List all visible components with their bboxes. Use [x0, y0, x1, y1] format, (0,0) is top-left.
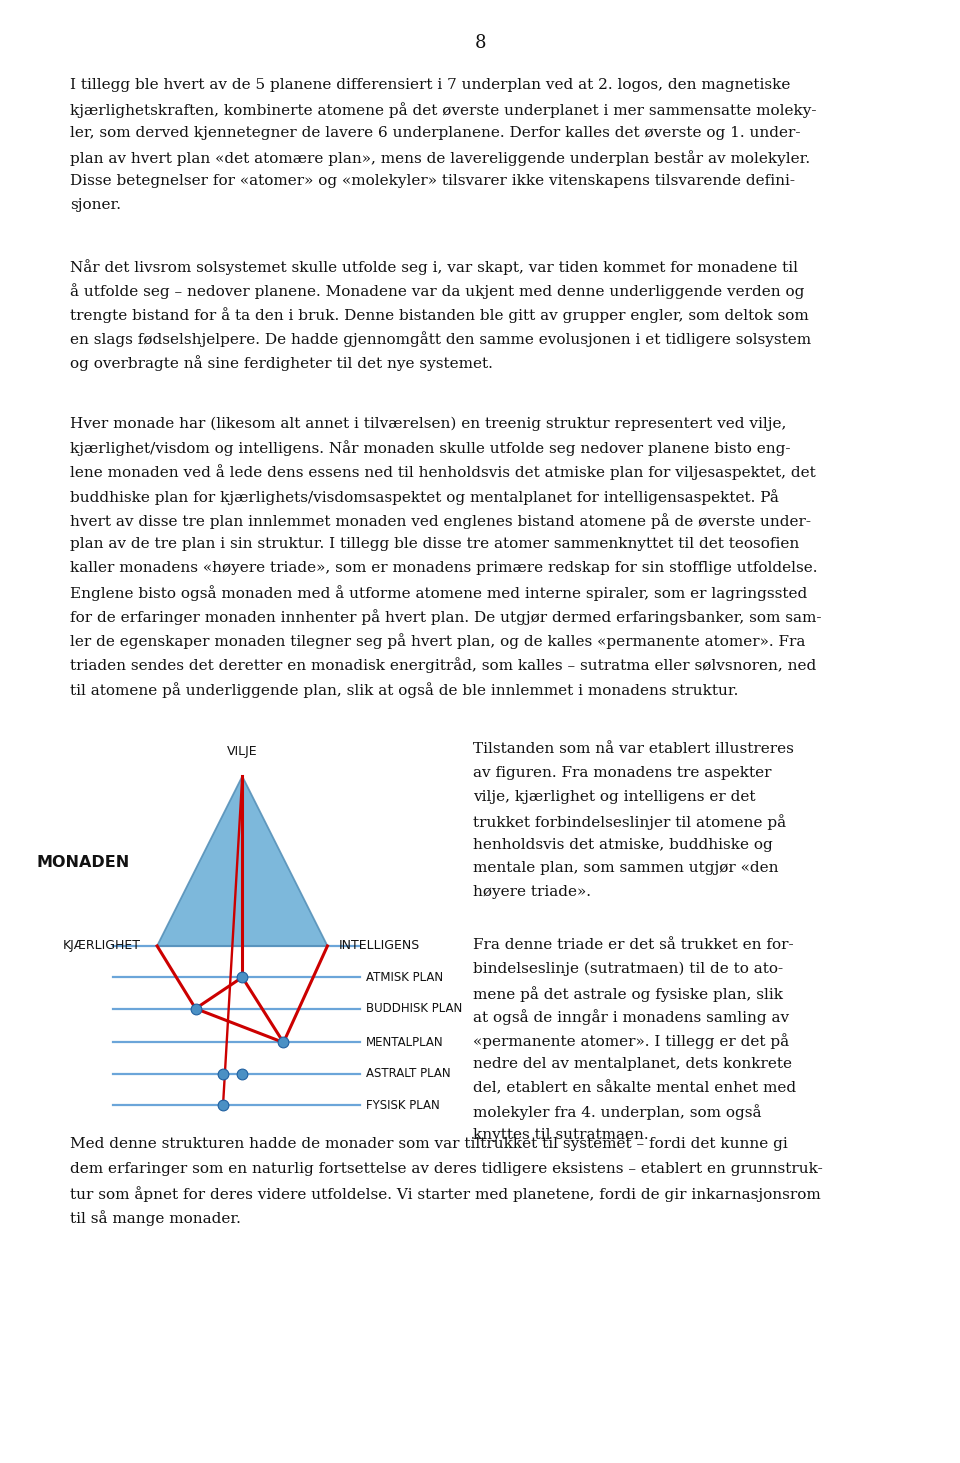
Text: VILJE: VILJE [227, 745, 257, 758]
Text: KJÆRLIGHET: KJÆRLIGHET [62, 939, 140, 952]
Text: buddhiske plan for kjærlighets/visdomsaspektet og mentalplanet for intelligensas: buddhiske plan for kjærlighets/visdomsas… [70, 489, 779, 505]
Text: å utfolde seg – nedover planene. Monadene var da ukjent med denne underliggende : å utfolde seg – nedover planene. Monaden… [70, 282, 804, 298]
Text: Tilstanden som nå var etablert illustreres: Tilstanden som nå var etablert illustrer… [473, 742, 794, 756]
Text: hvert av disse tre plan innlemmet monaden ved englenes bistand atomene på de øve: hvert av disse tre plan innlemmet monade… [70, 512, 811, 528]
Polygon shape [157, 777, 327, 947]
Text: FYSISK PLAN: FYSISK PLAN [366, 1099, 440, 1112]
Text: triaden sendes det deretter en monadisk energitråd, som kalles – sutratma eller : triaden sendes det deretter en monadisk … [70, 657, 816, 673]
Point [276, 1031, 291, 1055]
Text: nedre del av mentalplanet, dets konkrete: nedre del av mentalplanet, dets konkrete [473, 1058, 792, 1071]
Text: og overbragte nå sine ferdigheter til det nye systemet.: og overbragte nå sine ferdigheter til de… [70, 356, 492, 372]
Text: sjoner.: sjoner. [70, 198, 121, 212]
Text: tur som åpnet for deres videre utfoldelse. Vi starter med planetene, fordi de gi: tur som åpnet for deres videre utfoldels… [70, 1185, 821, 1201]
Text: Englene bisto også monaden med å utforme atomene med interne spiraler, som er la: Englene bisto også monaden med å utforme… [70, 585, 807, 601]
Point [215, 1093, 230, 1116]
Text: høyere triade».: høyere triade». [473, 885, 591, 900]
Point [234, 1062, 250, 1086]
Text: kaller monadens «høyere triade», som er monadens primære redskap for sin stoffli: kaller monadens «høyere triade», som er … [70, 560, 818, 575]
Text: plan av de tre plan i sin struktur. I tillegg ble disse tre atomer sammenknyttet: plan av de tre plan i sin struktur. I ti… [70, 537, 800, 552]
Text: for de erfaringer monaden innhenter på hvert plan. De utgjør dermed erfaringsban: for de erfaringer monaden innhenter på h… [70, 609, 822, 625]
Text: kjærlighet/visdom og intelligens. Når monaden skulle utfolde seg nedover planene: kjærlighet/visdom og intelligens. Når mo… [70, 440, 791, 456]
Text: MENTALPLAN: MENTALPLAN [366, 1036, 444, 1049]
Text: til så mange monader.: til så mange monader. [70, 1210, 241, 1226]
Text: mene på det astrale og fysiske plan, slik: mene på det astrale og fysiske plan, sli… [473, 986, 783, 1002]
Text: Med denne strukturen hadde de monader som var tiltrukket til systemet – fordi de: Med denne strukturen hadde de monader so… [70, 1137, 788, 1151]
Text: Hver monade har (likesom alt annet i tilværelsen) en treenig struktur represente: Hver monade har (likesom alt annet i til… [70, 415, 786, 430]
Text: molekyler fra 4. underplan, som også: molekyler fra 4. underplan, som også [473, 1105, 762, 1121]
Text: vilje, kjærlighet og intelligens er det: vilje, kjærlighet og intelligens er det [473, 790, 756, 805]
Text: plan av hvert plan «det atomære plan», mens de lavereliggende underplan består a: plan av hvert plan «det atomære plan», m… [70, 149, 810, 165]
Text: «permanente atomer». I tillegg er det på: «permanente atomer». I tillegg er det på [473, 1033, 789, 1049]
Text: Fra denne triade er det så trukket en for-: Fra denne triade er det så trukket en fo… [473, 938, 794, 952]
Text: ler de egenskaper monaden tilegner seg på hvert plan, og de kalles «permanente a: ler de egenskaper monaden tilegner seg p… [70, 633, 805, 650]
Text: dem erfaringer som en naturlig fortsettelse av deres tidligere eksistens – etabl: dem erfaringer som en naturlig fortsette… [70, 1162, 823, 1176]
Text: kjærlighetskraften, kombinerte atomene på det øverste underplanet i mer sammensa: kjærlighetskraften, kombinerte atomene p… [70, 101, 817, 117]
Text: MONADEN: MONADEN [36, 854, 130, 870]
Text: BUDDHISK PLAN: BUDDHISK PLAN [366, 1002, 462, 1015]
Text: henholdsvis det atmiske, buddhiske og: henholdsvis det atmiske, buddhiske og [473, 838, 773, 851]
Text: knyttes til sutratmaen.: knyttes til sutratmaen. [473, 1128, 649, 1143]
Text: at også de inngår i monadens samling av: at også de inngår i monadens samling av [473, 1009, 789, 1026]
Text: av figuren. Fra monadens tre aspekter: av figuren. Fra monadens tre aspekter [473, 767, 772, 780]
Text: en slags fødselshjelpere. De hadde gjennomgått den samme evolusjonen i et tidlig: en slags fødselshjelpere. De hadde gjenn… [70, 331, 811, 347]
Text: mentale plan, som sammen utgjør «den: mentale plan, som sammen utgjør «den [473, 862, 779, 875]
Text: til atomene på underliggende plan, slik at også de ble innlemmet i monadens stru: til atomene på underliggende plan, slik … [70, 682, 738, 698]
Text: I tillegg ble hvert av de 5 planene differensiert i 7 underplan ved at 2. logos,: I tillegg ble hvert av de 5 planene diff… [70, 78, 790, 92]
Text: bindelseslinje (sutratmaen) til de to ato-: bindelseslinje (sutratmaen) til de to at… [473, 963, 783, 976]
Text: trengte bistand for å ta den i bruk. Denne bistanden ble gitt av grupper engler,: trengte bistand for å ta den i bruk. Den… [70, 307, 809, 323]
Text: lene monaden ved å lede dens essens ned til henholdsvis det atmiske plan for vil: lene monaden ved å lede dens essens ned … [70, 464, 816, 480]
Point [234, 966, 250, 989]
Text: ler, som derved kjennetegner de lavere 6 underplanene. Derfor kalles det øverste: ler, som derved kjennetegner de lavere 6… [70, 126, 801, 140]
Point [215, 1062, 230, 1086]
Text: ASTRALT PLAN: ASTRALT PLAN [366, 1068, 450, 1080]
Point [188, 996, 204, 1020]
Text: INTELLIGENS: INTELLIGENS [339, 939, 420, 952]
Text: 8: 8 [474, 34, 486, 51]
Text: ATMISK PLAN: ATMISK PLAN [366, 971, 443, 983]
Text: trukket forbindelseslinjer til atomene på: trukket forbindelseslinjer til atomene p… [473, 813, 786, 830]
Text: Disse betegnelser for «atomer» og «molekyler» tilsvarer ikke vitenskapens tilsva: Disse betegnelser for «atomer» og «molek… [70, 174, 795, 189]
Text: del, etablert en såkalte mental enhet med: del, etablert en såkalte mental enhet me… [473, 1081, 797, 1096]
Text: Når det livsrom solsystemet skulle utfolde seg i, var skapt, var tiden kommet fo: Når det livsrom solsystemet skulle utfol… [70, 259, 798, 275]
